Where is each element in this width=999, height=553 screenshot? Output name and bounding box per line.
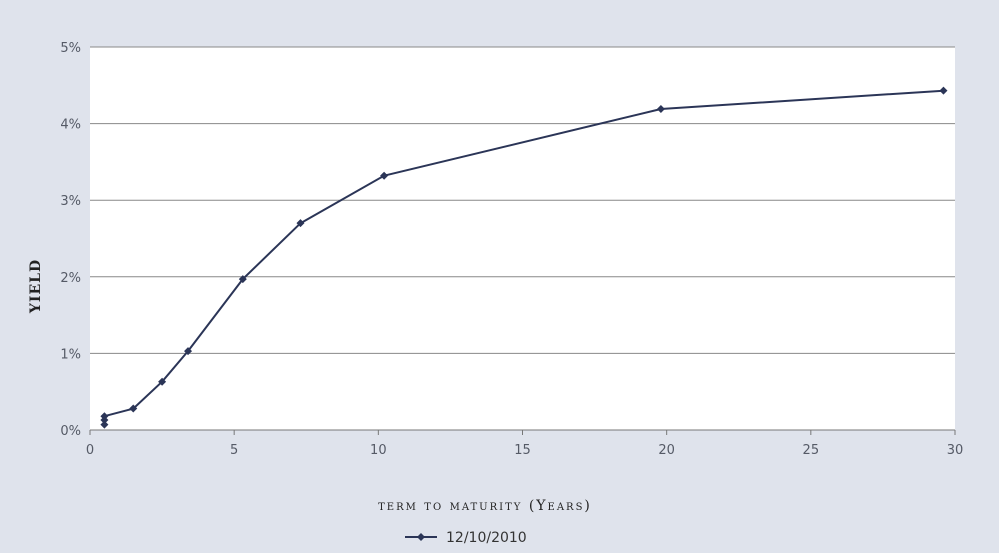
data-point-marker bbox=[100, 420, 109, 429]
legend-diamond-marker bbox=[417, 533, 425, 541]
data-point-marker bbox=[656, 105, 665, 114]
data-point-marker bbox=[296, 219, 305, 228]
x-tick-label: 20 bbox=[658, 443, 675, 458]
legend-label: 12/10/2010 bbox=[446, 530, 527, 546]
y-tick-label: 1% bbox=[60, 347, 81, 362]
legend: 12/10/2010 bbox=[405, 530, 527, 546]
y-axis-title: YIELD bbox=[28, 259, 44, 314]
data-point-marker bbox=[129, 404, 138, 413]
x-axis-title: term to maturity (Years) bbox=[378, 498, 592, 514]
y-tick-label: 5% bbox=[60, 41, 81, 56]
x-tick-label: 15 bbox=[514, 443, 531, 458]
x-axis: 0 5 10 15 20 25 30 bbox=[86, 429, 964, 458]
y-tick-label: 4% bbox=[60, 118, 81, 133]
series-layer bbox=[100, 86, 948, 429]
y-tick-label: 3% bbox=[60, 194, 81, 209]
x-tick-label: 25 bbox=[803, 443, 820, 458]
data-point-marker bbox=[158, 377, 167, 386]
x-tick-label: 30 bbox=[947, 443, 964, 458]
x-tick-label: 10 bbox=[370, 443, 387, 458]
plot-area bbox=[90, 47, 955, 430]
data-point-marker bbox=[238, 275, 247, 284]
x-tick-label: 5 bbox=[230, 443, 238, 458]
y-tick-label: 0% bbox=[60, 424, 81, 439]
data-point-marker bbox=[184, 347, 193, 356]
data-point-marker bbox=[100, 412, 109, 421]
y-axis: 0% 1% 2% 3% 4% 5% bbox=[60, 41, 81, 439]
data-point-marker bbox=[380, 171, 389, 180]
x-tick-label: 0 bbox=[86, 443, 94, 458]
y-tick-label: 2% bbox=[60, 271, 81, 286]
gridlines bbox=[90, 46, 955, 354]
data-point-marker bbox=[939, 86, 948, 95]
